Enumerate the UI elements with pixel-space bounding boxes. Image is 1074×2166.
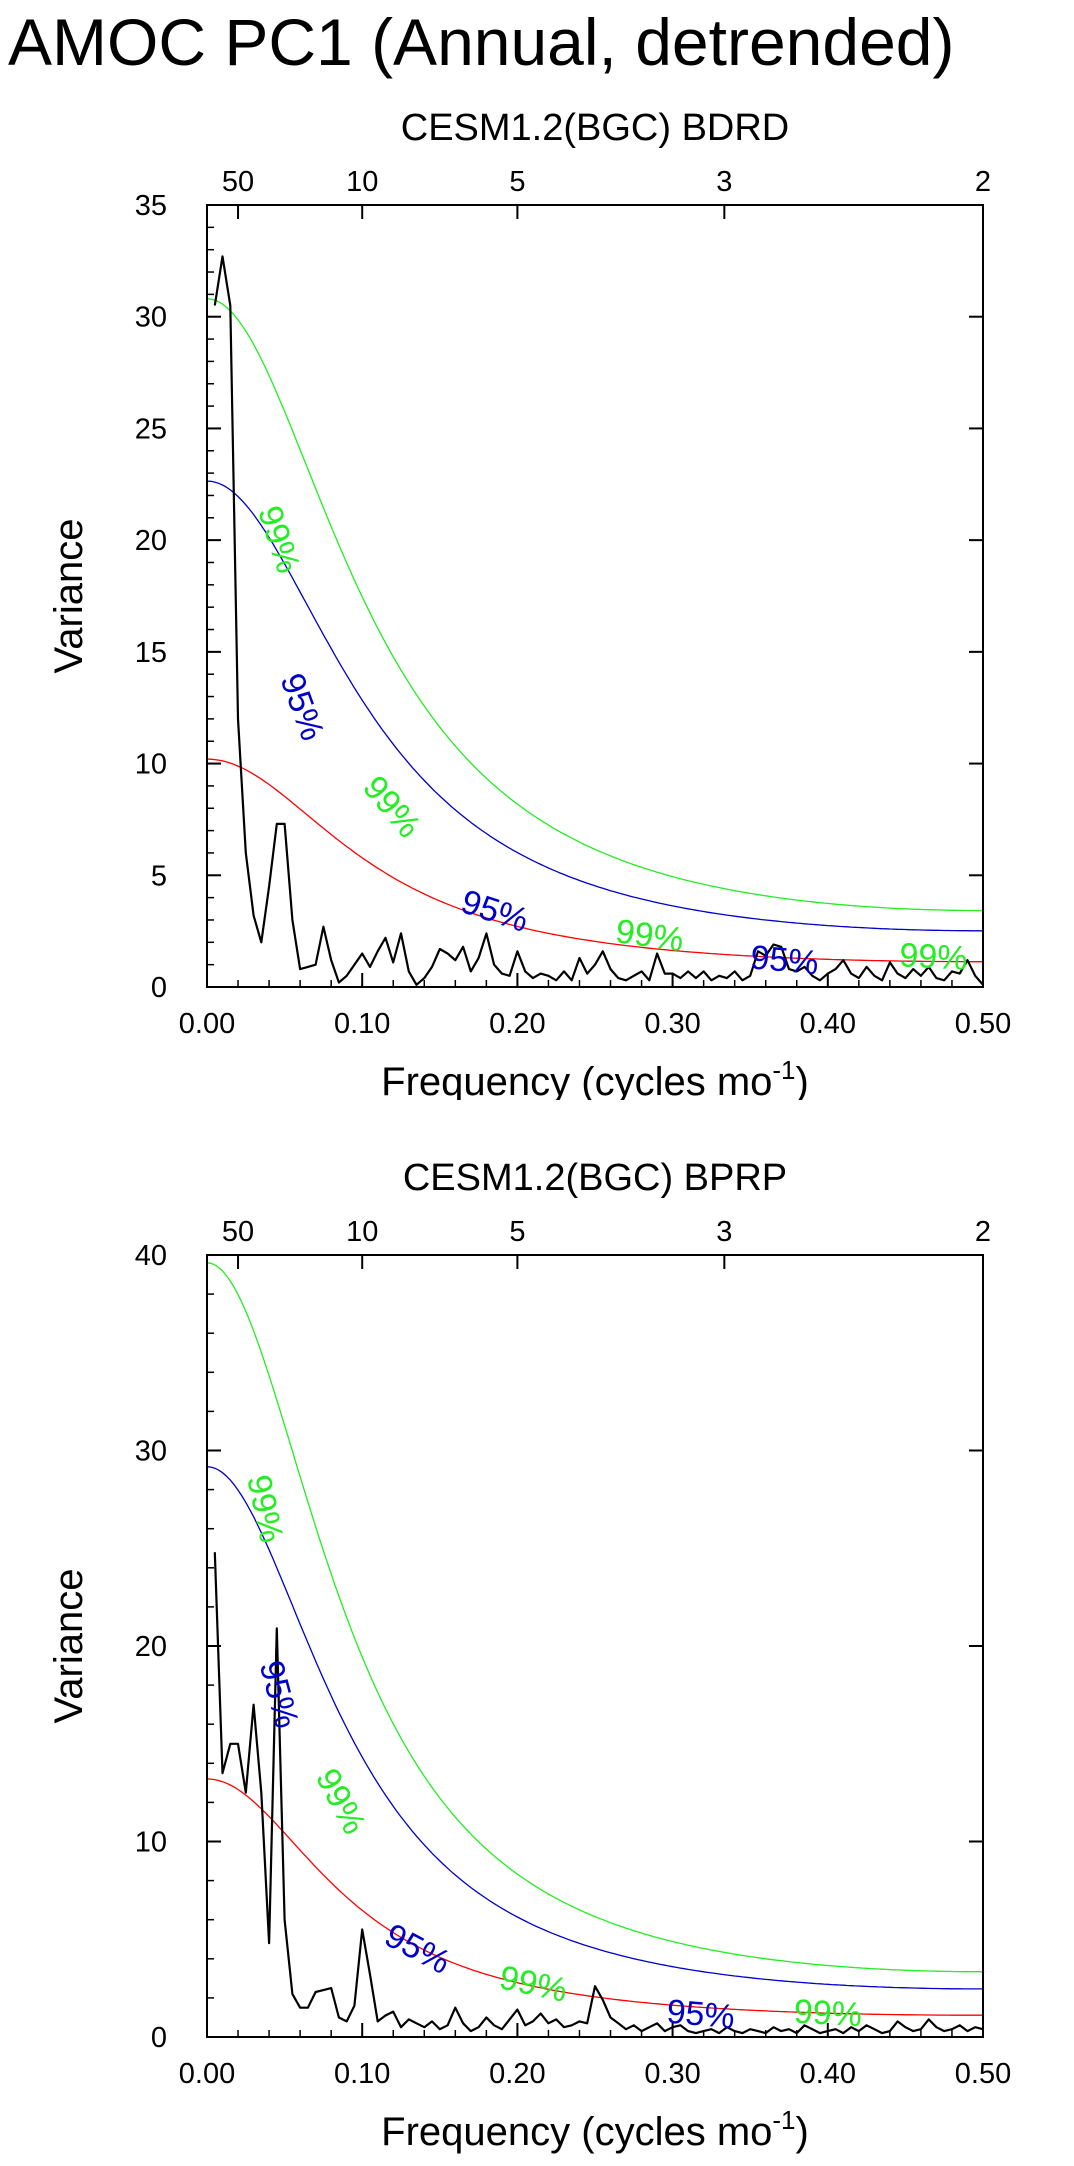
confidence-curve-red-noise	[207, 758, 983, 963]
top-tick-label: 5	[509, 166, 525, 198]
x-axis-label-main: Frequency (cycles mo	[381, 1060, 772, 1100]
curve-annotation: 95%	[273, 669, 332, 746]
top-tick-label: 50	[222, 166, 254, 198]
top-tick-label: 3	[716, 166, 732, 198]
y-tick-label: 0	[151, 2022, 167, 2054]
x-axis-label: Frequency (cycles mo-1)	[381, 1055, 809, 1100]
y-tick-label: 10	[135, 749, 167, 781]
curve-annotation: 99%	[239, 1471, 290, 1545]
x-axis-label: Frequency (cycles mo-1)	[381, 2105, 809, 2154]
top-tick-label: 2	[975, 1216, 991, 1248]
curve-annotation: 99%	[793, 1993, 863, 2035]
spectrum-line	[213, 1552, 983, 2035]
top-tick-label: 10	[346, 1216, 378, 1248]
curve-annotation: 95%	[665, 1993, 736, 2037]
y-axis-label: Variance	[47, 519, 91, 674]
x-tick-label: 0.30	[644, 1008, 700, 1040]
y-tick-label: 10	[135, 1827, 167, 1859]
x-tick-label: 0.40	[800, 1008, 856, 1040]
x-axis-label-close: )	[796, 2110, 809, 2154]
x-tick-label: 0.20	[489, 1008, 545, 1040]
y-axis-label: Variance	[47, 1569, 91, 1724]
x-tick-label: 0.10	[334, 2058, 390, 2090]
curve-annotation: 99%	[613, 912, 686, 959]
curve-annotation: 95%	[749, 939, 820, 983]
curve-annotation: 95%	[252, 1657, 306, 1733]
top-tick-label: 3	[716, 1216, 732, 1248]
confidence-curve-red-noise	[207, 1778, 983, 2016]
x-tick-label: 0.20	[489, 2058, 545, 2090]
chart-bdrd: CESM1.2(BGC) BDRD 0.00 0.10 0.20 0.30 0.40 0.5…	[47, 107, 1011, 1100]
confidence-curve-99pct	[207, 1262, 983, 1973]
y-tick-label: 20	[135, 525, 167, 557]
y-tick-label: 35	[135, 190, 167, 222]
top-tick-label: 5	[509, 1216, 525, 1248]
curve-annotation: 99%	[898, 936, 968, 978]
curve-annotation: 95%	[457, 883, 533, 940]
curve-annotation: 99%	[250, 501, 307, 577]
x-axis-label-main: Frequency (cycles mo	[381, 2110, 772, 2154]
chart-title: CESM1.2(BGC) BPRP	[403, 1157, 787, 1199]
top-tick-label: 50	[222, 1216, 254, 1248]
curve-annotation: 99%	[496, 1959, 570, 2010]
x-tick-label: 0.50	[955, 1008, 1011, 1040]
spectrum-line	[213, 255, 983, 986]
y-tick-label: 5	[151, 860, 167, 892]
page-title: AMOC PC1 (Annual, detrended)	[8, 5, 955, 79]
y-tick-label: 30	[135, 302, 167, 334]
top-tick-label: 2	[975, 166, 991, 198]
x-axis-label-close: )	[796, 1060, 809, 1100]
y-tick-label: 25	[135, 413, 167, 445]
confidence-curve-95pct	[207, 480, 983, 932]
x-axis-label-superscript: -1	[772, 2105, 795, 2135]
curve-annotation: 99%	[308, 1762, 374, 1840]
y-tick-label: 40	[135, 1240, 167, 1272]
x-tick-label: 0.10	[334, 1008, 390, 1040]
chart-title: CESM1.2(BGC) BDRD	[401, 107, 790, 149]
x-tick-label: 0.50	[955, 2058, 1011, 2090]
x-tick-label: 0.40	[800, 2058, 856, 2090]
confidence-curve-95pct	[207, 1466, 983, 1990]
plot-frame	[206, 204, 984, 988]
y-tick-label: 15	[135, 637, 167, 669]
x-axis-label-superscript: -1	[772, 1055, 795, 1085]
plot-frame	[206, 1254, 984, 2038]
x-tick-label: 0.00	[179, 2058, 235, 2090]
chart-bprp: CESM1.2(BGC) BPRP 0.00 0.10 0.20 0.30 0.40 0.5…	[47, 1157, 1011, 2154]
curve-annotation: 95%	[378, 1916, 456, 1982]
y-tick-label: 20	[135, 1631, 167, 1663]
confidence-curve-99pct	[207, 298, 983, 912]
x-tick-label: 0.00	[179, 1008, 235, 1040]
top-tick-label: 10	[346, 166, 378, 198]
y-tick-label: 0	[151, 972, 167, 1004]
y-tick-label: 30	[135, 1436, 167, 1468]
x-tick-label: 0.30	[644, 2058, 700, 2090]
curve-annotation: 99%	[355, 769, 428, 846]
